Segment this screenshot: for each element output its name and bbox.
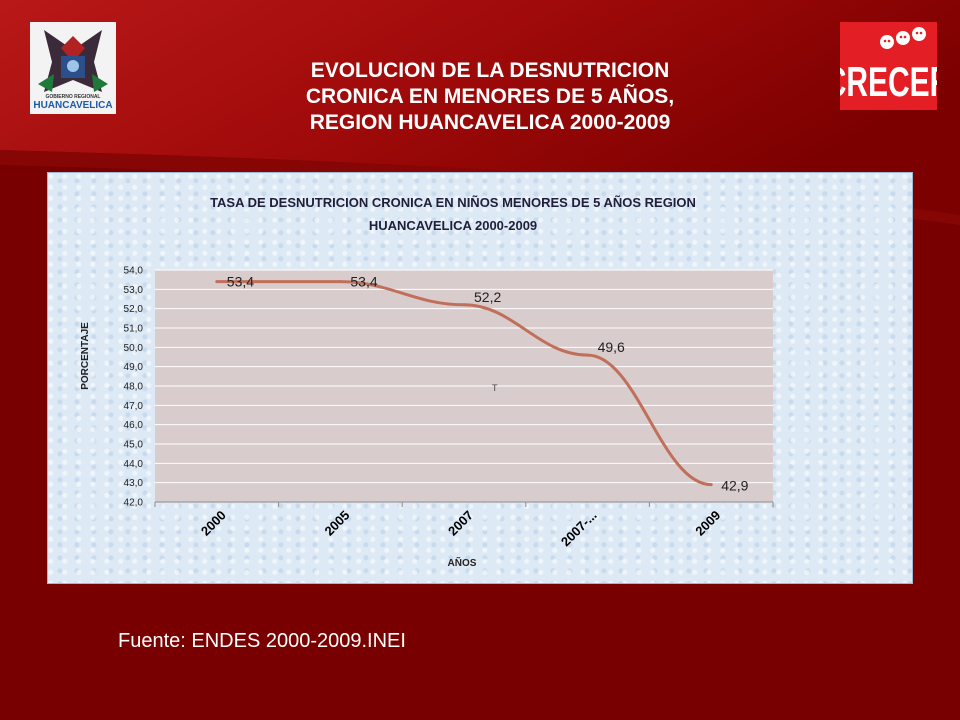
y-tick-label: 42,0 [124, 498, 144, 509]
y-tick-label: 43,0 [124, 478, 144, 489]
logo-left-subtitle: GOBIERNO REGIONAL [45, 94, 100, 100]
slide-title-line-1: EVOLUCION DE LA DESNUTRICION [310, 59, 670, 82]
data-point [462, 303, 466, 307]
data-point [338, 280, 342, 284]
y-tick-label: 50,0 [124, 343, 144, 354]
data-point [215, 280, 219, 284]
data-label: 52,2 [474, 289, 501, 305]
data-point [709, 483, 713, 487]
logo-left-title: HUANCAVELICA [33, 100, 112, 111]
slide-title-line-2: CRONICA EN MENORES DE 5 AÑOS, [305, 85, 675, 108]
slide-title: EVOLUCION DE LA DESNUTRICION CRONICA EN … [180, 58, 800, 136]
y-tick-label: 54,0 [124, 266, 144, 277]
y-tick-label: 51,0 [124, 324, 144, 335]
slide-title-line-3: REGION HUANCAVELICA 2000-2009 [309, 111, 671, 134]
data-point [586, 353, 590, 357]
chart-panel: TASA DE DESNUTRICION CRONICA EN NIÑOS ME… [47, 172, 913, 584]
logo-right-text: CRECER [840, 58, 937, 105]
y-tick-label: 47,0 [124, 401, 144, 412]
crecer-logo: CRECER [825, 22, 951, 110]
x-tick-label: 2007-... [558, 508, 600, 550]
data-label: 53,4 [227, 274, 254, 290]
chart-title-line-2: HUANCAVELICA 2000-2009 [369, 218, 537, 233]
y-tick-label: 46,0 [124, 420, 144, 431]
y-tick-label: 49,0 [124, 362, 144, 373]
y-tick-label: 52,0 [124, 304, 144, 315]
y-tick-label: 48,0 [124, 382, 144, 393]
y-tick-label: 53,0 [124, 285, 144, 296]
line-chart: TASA DE DESNUTRICION CRONICA EN NIÑOS ME… [80, 195, 774, 569]
data-label: 42,9 [721, 478, 748, 494]
series-line [216, 280, 712, 487]
y-axis-label: PORCENTAJE [80, 322, 91, 390]
x-tick-label: 2009 [692, 508, 723, 539]
x-tick-label: 2005 [321, 508, 352, 539]
x-tick-label: 2007 [445, 508, 476, 539]
data-label: 49,6 [598, 339, 625, 355]
source-note: Fuente: ENDES 2000-2009.INEI [118, 630, 406, 652]
chart-title-line-1: TASA DE DESNUTRICION CRONICA EN NIÑOS ME… [210, 195, 696, 210]
y-tick-label: 44,0 [124, 459, 144, 470]
data-label: 53,4 [350, 274, 377, 290]
x-tick-label: 2000 [198, 508, 229, 539]
x-axis-label: AÑOS [448, 556, 477, 569]
y-tick-label: 45,0 [124, 440, 144, 451]
regional-government-logo: GOBIERNO REGIONAL HUANCAVELICA [30, 22, 116, 114]
chart-annotation: T [492, 383, 498, 393]
